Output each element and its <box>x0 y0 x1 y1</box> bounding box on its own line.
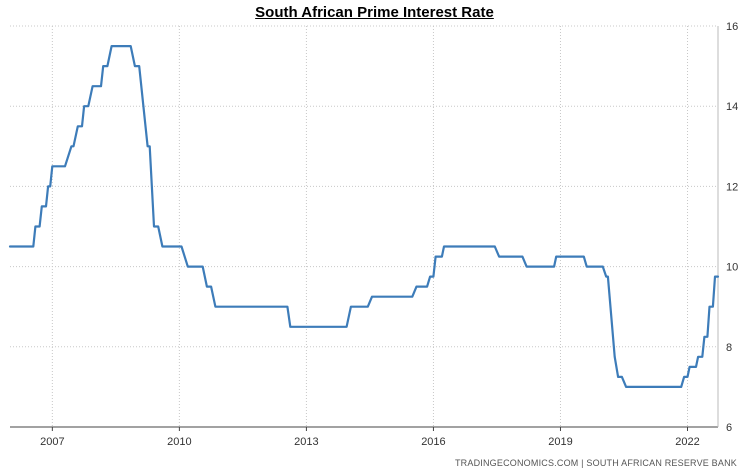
y-tick-label: 14 <box>726 101 738 113</box>
y-tick-label: 6 <box>726 422 732 434</box>
x-tick-label: 2022 <box>675 436 699 448</box>
x-tick-label: 2016 <box>421 436 445 448</box>
axes: 6 8 10 12 14 16 2007 2010 2013 2016 2019 2022 <box>10 21 738 448</box>
x-tick-label: 2019 <box>548 436 572 448</box>
x-tick-label: 2013 <box>294 436 318 448</box>
y-tick-label: 16 <box>726 21 738 33</box>
y-tick-label: 8 <box>726 342 732 354</box>
series-line-prime-rate <box>8 45 720 388</box>
y-tick-label: 10 <box>726 262 738 274</box>
x-tick-label: 2010 <box>167 436 191 448</box>
x-tick-label: 2007 <box>40 436 64 448</box>
grid-lines <box>10 25 718 427</box>
chart-title: South African Prime Interest Rate <box>255 4 494 21</box>
source-credit: TRADINGECONOMICS.COM | SOUTH AFRICAN RES… <box>454 458 737 468</box>
y-tick-label: 12 <box>726 181 738 193</box>
series-layer <box>8 45 720 388</box>
